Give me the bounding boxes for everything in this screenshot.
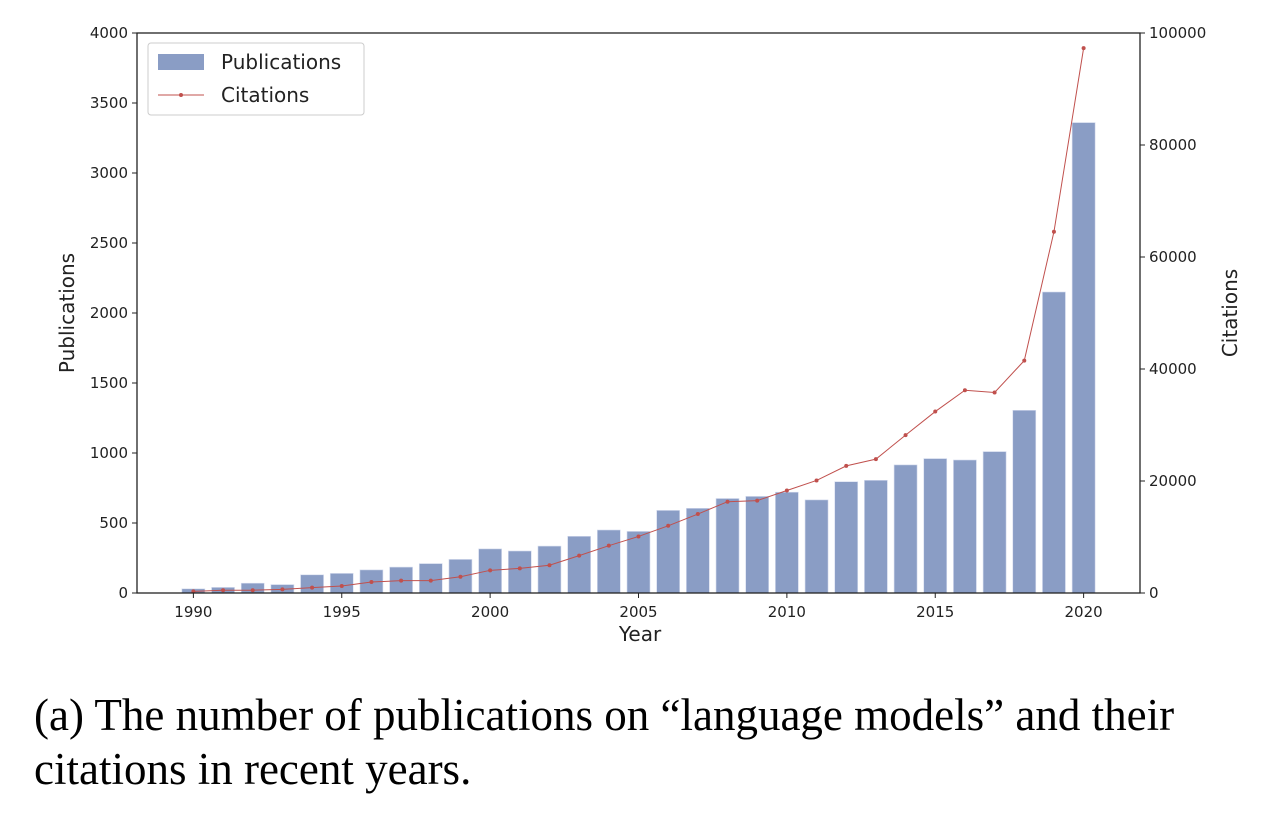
- citations-point-1996: [369, 580, 374, 585]
- y-tick-label: 3500: [90, 94, 128, 112]
- publications-citations-chart: 1990 1995 2000 2005 2010 2015 2020 0 500 1000 150…: [55, 24, 1242, 646]
- x-axis-label: Year: [618, 622, 662, 646]
- citations-point-2006: [666, 523, 671, 528]
- citations-point-1999: [458, 574, 463, 579]
- bar-2016: [953, 459, 977, 594]
- legend: Publications Citations: [147, 42, 365, 116]
- y2-tick-label: 80000: [1149, 136, 1197, 154]
- citations-point-2020: [1081, 46, 1086, 51]
- legend-label-publications: Publications: [221, 50, 341, 74]
- y-tick-label: 2000: [90, 304, 128, 322]
- y2-tick-label: 40000: [1149, 360, 1197, 378]
- bar-2008: [715, 498, 740, 594]
- bar-2020: [1071, 122, 1096, 594]
- citations-point-2002: [547, 563, 552, 568]
- citations-point-1998: [428, 578, 433, 583]
- citations-point-2010: [784, 488, 789, 493]
- bar-2003: [567, 535, 591, 594]
- x-tick-label: 2005: [619, 603, 657, 621]
- caption-line-2: citations in recent years.: [34, 744, 472, 794]
- bar-2004: [597, 529, 621, 594]
- bar-2009: [745, 496, 769, 594]
- bar-2007: [686, 507, 710, 594]
- citations-point-2016: [962, 388, 967, 393]
- citations-point-1990: [191, 589, 196, 594]
- legend-swatch-publications: [158, 54, 204, 70]
- bar-1995: [329, 573, 354, 594]
- y-axis-label: Publications: [55, 253, 79, 373]
- citations-point-2008: [725, 499, 730, 504]
- x-tick-label: 2000: [471, 603, 509, 621]
- caption-line-1: (a) The number of publications on “langu…: [34, 690, 1175, 740]
- bar-2001: [508, 550, 532, 594]
- citations-point-2007: [695, 512, 700, 517]
- figure-caption: (a) The number of publications on “langu…: [34, 688, 1254, 796]
- bar-2013: [864, 479, 888, 594]
- citations-point-2009: [755, 498, 760, 503]
- citations-point-2015: [933, 409, 938, 414]
- y-tick-label: 1500: [90, 374, 128, 392]
- legend-swatch-citations-marker: [179, 93, 183, 97]
- y-tick-label: 0: [118, 584, 128, 602]
- citations-point-2014: [903, 433, 908, 438]
- y2-tick-label: 20000: [1149, 472, 1197, 490]
- bar-2002: [537, 545, 562, 594]
- citations-point-1993: [280, 587, 285, 592]
- citations-point-2000: [488, 568, 493, 573]
- bar-2011: [804, 499, 829, 594]
- y2-tick-label: 0: [1149, 584, 1159, 602]
- citations-point-2019: [1051, 229, 1056, 234]
- citations-point-1991: [221, 588, 226, 593]
- citations-point-1997: [399, 578, 404, 583]
- citations-point-2017: [992, 390, 997, 395]
- bar-2014: [893, 464, 918, 594]
- x-tick-label: 1990: [174, 603, 212, 621]
- bar-2005: [626, 531, 651, 594]
- y2-axis-label: Citations: [1218, 269, 1242, 357]
- x-tick-label: 2015: [916, 603, 954, 621]
- legend-label-citations: Citations: [221, 83, 309, 107]
- y2-tick-label: 60000: [1149, 248, 1197, 266]
- bar-2017: [982, 451, 1007, 594]
- x-tick-label: 2020: [1065, 603, 1103, 621]
- x-axis-ticks: 1990 1995 2000 2005 2010 2015 2020: [174, 593, 1103, 621]
- citations-point-2011: [814, 478, 819, 483]
- y-tick-label: 3000: [90, 164, 128, 182]
- citations-point-2018: [1022, 358, 1027, 363]
- citations-point-2005: [636, 534, 641, 539]
- y-tick-label: 4000: [90, 24, 128, 42]
- citations-point-2003: [577, 553, 582, 558]
- y-tick-label: 2500: [90, 234, 128, 252]
- bar-2010: [775, 491, 799, 594]
- bar-2015: [923, 458, 948, 594]
- bar-series-publications: [181, 122, 1096, 594]
- x-tick-label: 2010: [768, 603, 806, 621]
- citations-line: [193, 48, 1085, 592]
- citations-point-2012: [844, 463, 849, 468]
- bar-1998: [418, 563, 443, 594]
- y2-axis-ticks: 0 20000 40000 60000 80000 100000: [1140, 24, 1206, 602]
- line-series-citations: [191, 46, 1086, 594]
- x-tick-label: 1995: [323, 603, 361, 621]
- citations-point-2013: [873, 457, 878, 462]
- bar-2012: [834, 481, 859, 594]
- citations-point-2001: [517, 566, 522, 571]
- y-tick-label: 1000: [90, 444, 128, 462]
- bar-2019: [1042, 291, 1066, 594]
- bar-1994: [300, 574, 324, 594]
- y-tick-label: 500: [99, 514, 128, 532]
- citations-point-2004: [606, 543, 611, 548]
- y2-tick-label: 100000: [1149, 24, 1206, 42]
- y-axis-ticks: 0 500 1000 1500 2000 2500 3000 3500 4000: [90, 24, 137, 602]
- citations-point-1995: [339, 584, 344, 588]
- citations-point-1992: [250, 588, 255, 593]
- bar-2018: [1012, 409, 1037, 594]
- citations-point-1994: [310, 585, 315, 590]
